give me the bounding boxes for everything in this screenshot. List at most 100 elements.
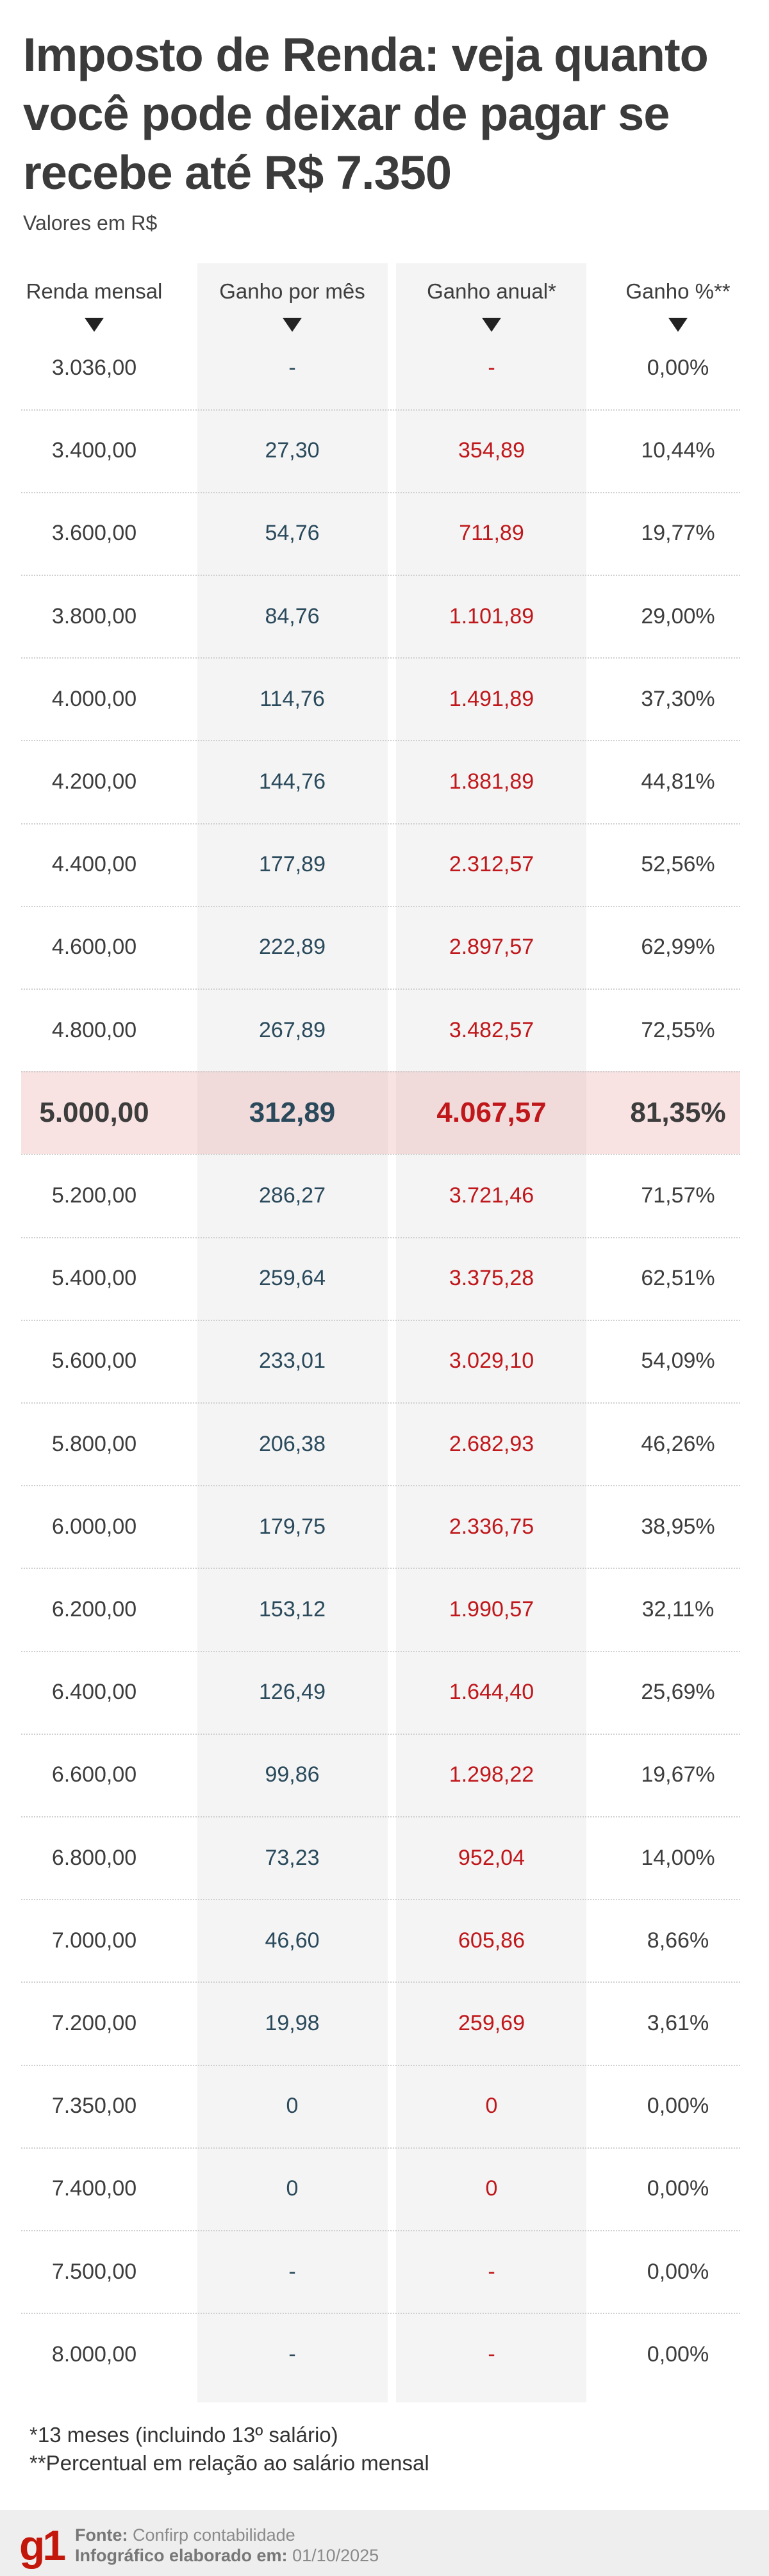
cell-ganho-mes: 153,12	[259, 1597, 326, 1621]
cell-ganho-anual: 1.644,40	[449, 1680, 534, 1705]
cell-ganho-mes: 114,76	[260, 686, 325, 711]
row-divider	[21, 1485, 740, 1487]
cell-renda-mensal: 3.036,00	[51, 356, 137, 380]
header-renda-mensal: Renda mensal	[26, 279, 163, 303]
cell-renda-mensal: 5.000,00	[39, 1096, 149, 1128]
cell-renda-mensal: 6.400,00	[51, 1680, 137, 1705]
cell-ganho-anual: 1.101,89	[449, 603, 534, 628]
source-value: Confirp contabilidade	[133, 2525, 295, 2545]
row-divider	[21, 1981, 740, 1983]
cell-ganho-pct: 62,99%	[641, 935, 715, 960]
cell-ganho-pct: 10,44%	[641, 438, 715, 463]
row-divider	[21, 1899, 740, 1901]
cell-ganho-mes: 286,27	[259, 1183, 326, 1208]
footnote-percent: **Percentual em relação ao salário mensa…	[29, 2451, 429, 2475]
cell-renda-mensal: 8.000,00	[51, 2342, 137, 2367]
date-line: Infográfico elaborado em: 01/10/2025	[75, 2546, 379, 2566]
cell-ganho-mes: 144,76	[259, 769, 326, 794]
down-arrow-icon	[482, 318, 501, 332]
cell-ganho-anual: 1.881,89	[449, 769, 534, 794]
cell-ganho-pct: 25,69%	[641, 1680, 715, 1705]
cell-ganho-mes: 222,89	[259, 935, 326, 960]
row-divider	[21, 905, 740, 907]
cell-renda-mensal: 6.200,00	[51, 1597, 137, 1621]
header-ganho-mes: Ganho por mês	[219, 279, 365, 303]
cell-ganho-pct: 37,30%	[641, 686, 715, 711]
cell-ganho-anual: 2.312,57	[449, 852, 534, 877]
row-divider	[21, 740, 740, 742]
cell-ganho-pct: 71,57%	[641, 1183, 715, 1208]
source-label: Fonte:	[75, 2525, 128, 2545]
cell-ganho-anual: 3.375,28	[449, 1266, 534, 1291]
row-divider	[21, 1154, 740, 1156]
row-divider	[21, 575, 740, 576]
header-ganho-anual: Ganho anual*	[427, 279, 556, 303]
cell-ganho-pct: 3,61%	[647, 2011, 709, 2035]
cell-ganho-pct: 19,67%	[641, 1762, 715, 1787]
cell-ganho-mes: 206,38	[259, 1431, 326, 1456]
cell-renda-mensal: 7.500,00	[51, 2259, 137, 2284]
page-title: Imposto de Renda: veja quanto você pode …	[23, 28, 709, 199]
down-arrow-icon	[85, 318, 104, 332]
cell-ganho-mes: 179,75	[259, 1514, 326, 1539]
down-arrow-icon	[283, 318, 302, 332]
cell-renda-mensal: 5.400,00	[51, 1266, 137, 1291]
cell-ganho-anual: 0	[485, 2094, 498, 2119]
row-divider	[21, 1319, 740, 1321]
cell-renda-mensal: 6.600,00	[51, 1762, 137, 1787]
cell-renda-mensal: 3.400,00	[51, 438, 137, 463]
cell-renda-mensal: 7.000,00	[51, 1928, 137, 1953]
cell-ganho-pct: 72,55%	[641, 1017, 715, 1042]
cell-renda-mensal: 3.800,00	[51, 603, 137, 628]
cell-ganho-pct: 81,35%	[630, 1096, 726, 1128]
cell-renda-mensal: 7.400,00	[51, 2176, 137, 2201]
cell-ganho-pct: 0,00%	[647, 2342, 709, 2367]
cell-ganho-anual: 1.491,89	[449, 686, 534, 711]
row-divider	[21, 1236, 740, 1238]
row-divider	[21, 2313, 740, 2315]
row-divider	[21, 989, 740, 990]
cell-ganho-mes: 84,76	[265, 603, 320, 628]
cell-ganho-pct: 0,00%	[647, 2259, 709, 2284]
cell-ganho-mes: 312,89	[249, 1096, 336, 1128]
cell-renda-mensal: 5.800,00	[51, 1431, 137, 1456]
cell-ganho-pct: 14,00%	[641, 1845, 715, 1870]
cell-ganho-anual: 3.482,57	[449, 1017, 534, 1042]
cell-ganho-anual: 605,86	[458, 1928, 525, 1953]
cell-renda-mensal: 7.200,00	[51, 2011, 137, 2035]
cell-renda-mensal: 4.200,00	[51, 769, 137, 794]
g1-logo: g1	[19, 2522, 66, 2569]
cell-ganho-mes: 259,64	[259, 1266, 326, 1291]
row-divider	[21, 1650, 740, 1652]
cell-ganho-mes: 46,60	[265, 1928, 320, 1953]
cell-ganho-pct: 32,11%	[641, 1597, 715, 1621]
cell-ganho-anual: 2.336,75	[449, 1514, 534, 1539]
row-divider	[21, 1071, 740, 1073]
cell-ganho-mes: 73,23	[265, 1845, 320, 1870]
cell-ganho-anual: 2.897,57	[449, 935, 534, 960]
footnote-annual: *13 meses (incluindo 13º salário)	[29, 2423, 338, 2447]
row-divider	[21, 2147, 740, 2149]
row-divider	[21, 2064, 740, 2066]
cell-ganho-anual: 4.067,57	[436, 1096, 547, 1128]
cell-ganho-pct: 46,26%	[641, 1431, 715, 1456]
cell-renda-mensal: 6.000,00	[51, 1514, 137, 1539]
cell-ganho-anual: 1.298,22	[449, 1762, 534, 1787]
cell-renda-mensal: 4.800,00	[51, 1017, 137, 1042]
date-label: Infográfico elaborado em:	[75, 2546, 288, 2565]
cell-ganho-mes: 267,89	[259, 1017, 326, 1042]
cell-renda-mensal: 3.600,00	[51, 521, 137, 546]
cell-ganho-anual: 3.721,46	[449, 1183, 534, 1208]
cell-ganho-mes: -	[288, 2259, 296, 2284]
cell-ganho-pct: 38,95%	[641, 1514, 715, 1539]
cell-ganho-mes: 27,30	[265, 438, 320, 463]
cell-renda-mensal: 5.600,00	[51, 1349, 137, 1374]
cell-ganho-pct: 54,09%	[641, 1349, 715, 1374]
cell-ganho-pct: 8,66%	[647, 1928, 709, 1953]
cell-ganho-mes: 233,01	[259, 1349, 326, 1374]
cell-ganho-pct: 19,77%	[641, 521, 715, 546]
source-line: Fonte: Confirp contabilidade	[75, 2525, 295, 2545]
cell-ganho-anual: 354,89	[458, 438, 525, 463]
cell-ganho-anual: -	[488, 2342, 495, 2367]
cell-ganho-anual: 3.029,10	[449, 1349, 534, 1374]
